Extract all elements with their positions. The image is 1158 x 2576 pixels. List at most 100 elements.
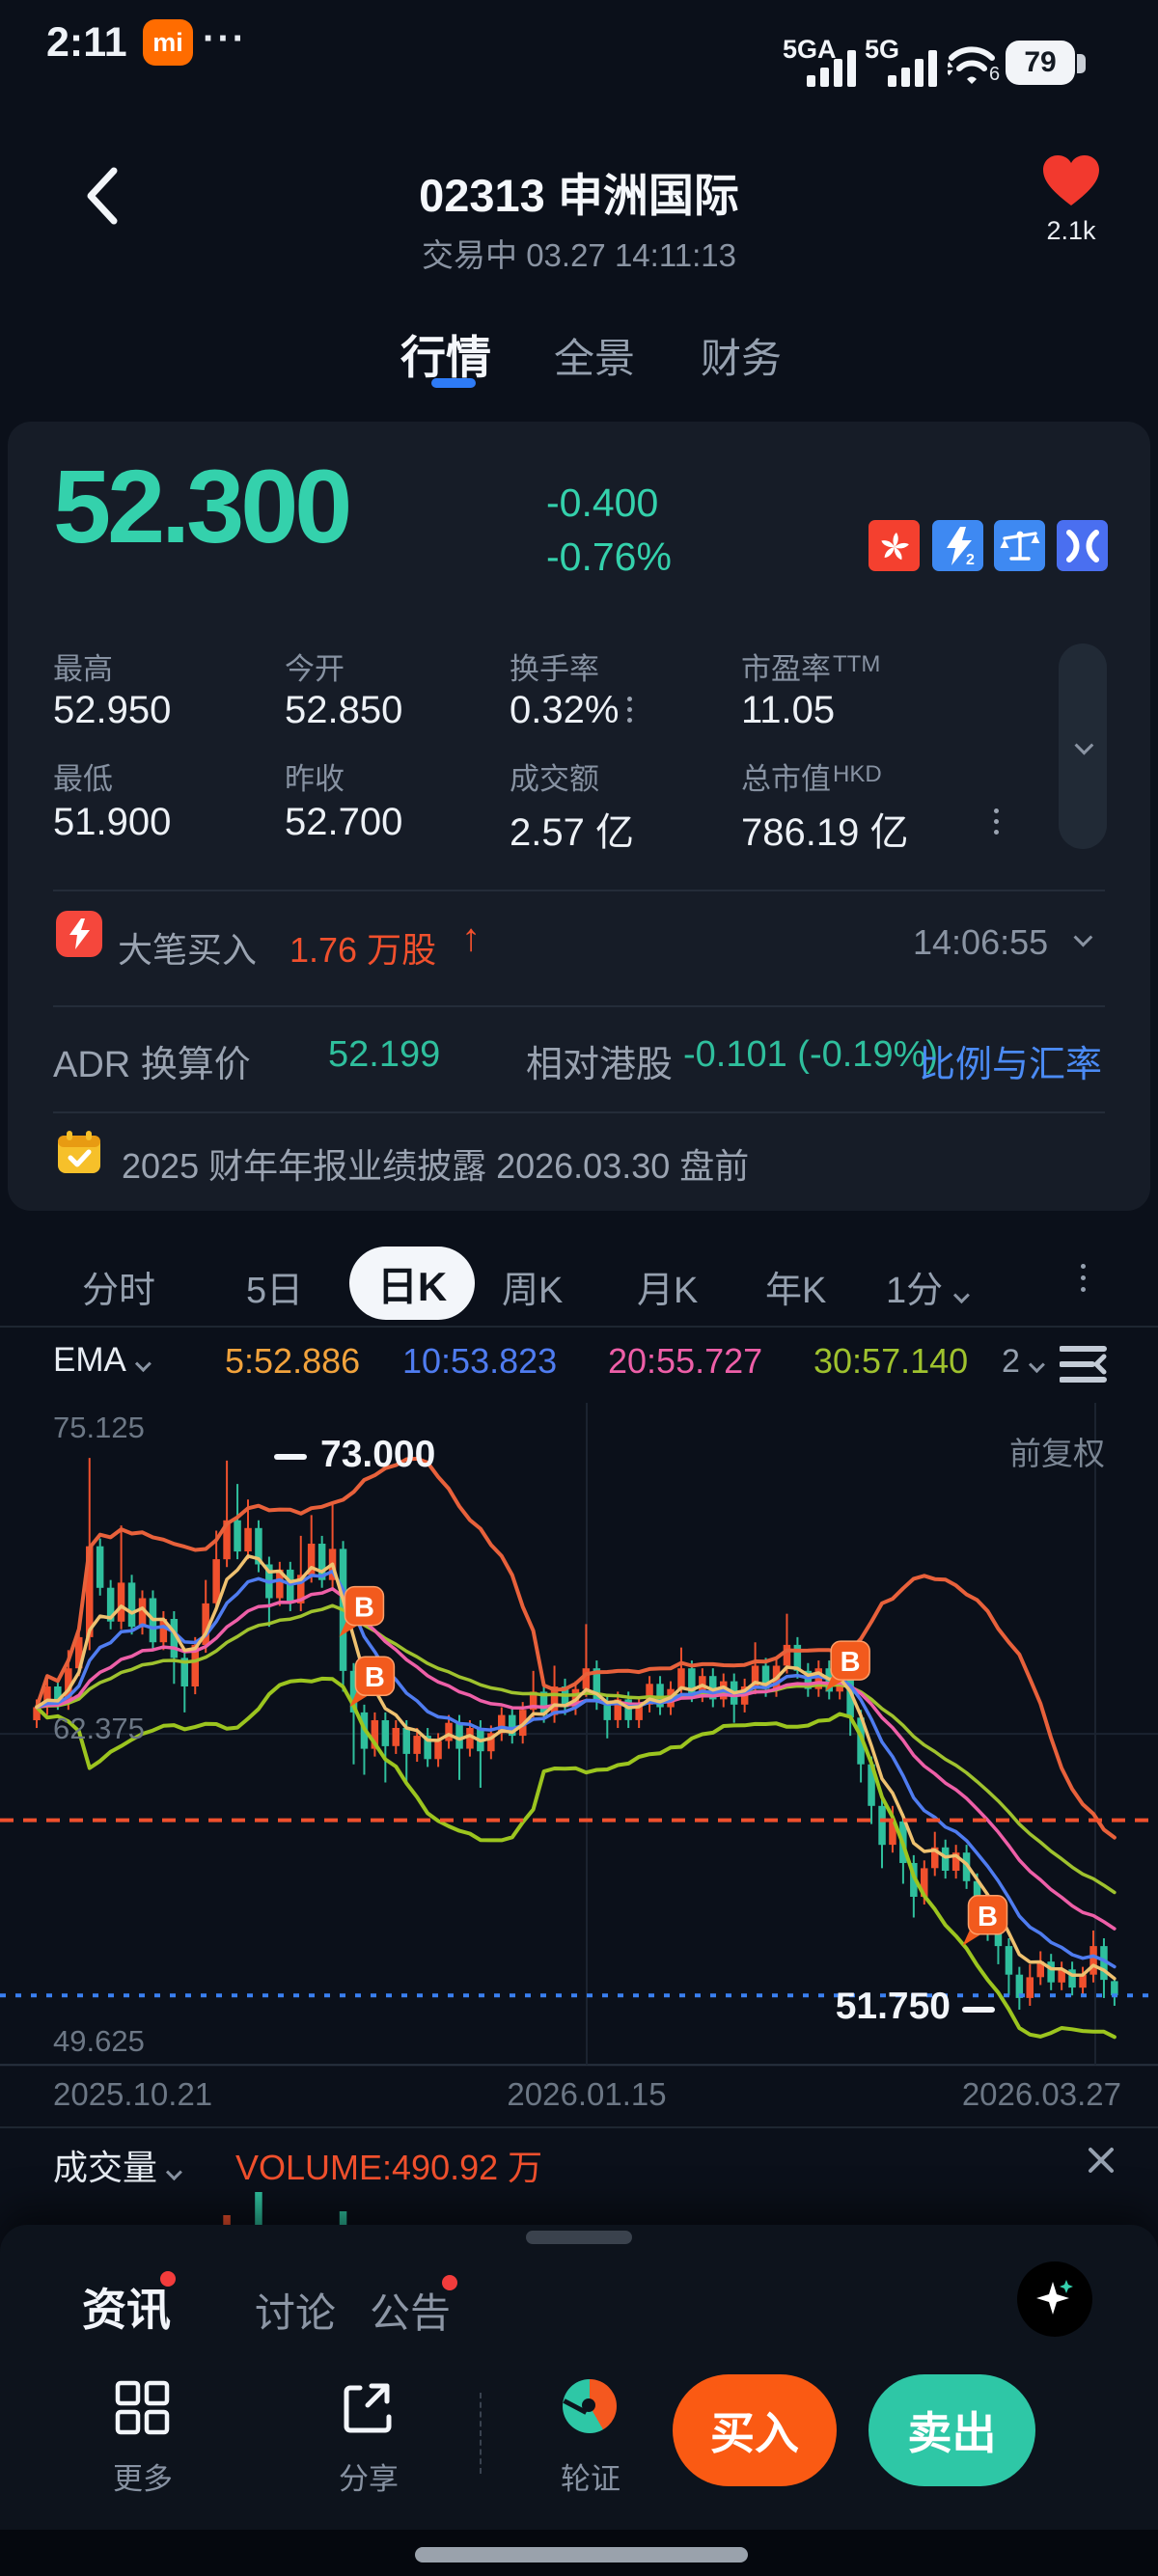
news-red-dot xyxy=(160,2271,176,2287)
scale-badge-icon[interactable] xyxy=(994,520,1045,571)
back-icon[interactable] xyxy=(83,166,124,226)
stat-label: 成交额 xyxy=(510,762,599,796)
price-change: -0.400 xyxy=(546,480,659,525)
stats-expand-button[interactable] xyxy=(1059,644,1107,849)
ktab-weekly[interactable]: 周K xyxy=(502,1271,564,1311)
buy-button[interactable]: 买入 xyxy=(673,2374,837,2486)
ema-selector[interactable]: EMA xyxy=(53,1341,152,1380)
big-order-alert-icon xyxy=(56,911,102,957)
stat-value-turnover: 0.32% xyxy=(510,689,620,731)
x-axis-label-mid: 2026.01.15 xyxy=(507,2076,667,2112)
stat-sup: HKD xyxy=(833,761,882,787)
low-marker-dash xyxy=(962,2007,995,2013)
sheet-tab-notice[interactable]: 公告 xyxy=(370,2290,452,2336)
stat-label: 换手率 xyxy=(510,652,599,686)
more-label[interactable]: 更多 xyxy=(113,2462,173,2496)
network-type-1: 5GA xyxy=(783,35,837,64)
sheet-drag-handle[interactable] xyxy=(526,2231,632,2244)
stat-label: 最低 xyxy=(53,762,113,796)
action-divider xyxy=(480,2393,482,2474)
stat-value-open: 52.850 xyxy=(285,689,403,731)
share-label[interactable]: 分享 xyxy=(339,2462,399,2496)
close-volume-icon[interactable] xyxy=(1087,2146,1116,2175)
stat-value-pe: 11.05 xyxy=(741,689,836,731)
wifi-band-number: 6 xyxy=(989,64,1001,85)
notice-red-dot xyxy=(442,2275,457,2290)
favorite-heart-icon[interactable] xyxy=(1040,152,1102,208)
divider xyxy=(53,1111,1105,1113)
mi-logo-icon: mi xyxy=(143,19,193,66)
adr-rel-value: -0.101 (-0.19%) xyxy=(683,1034,939,1075)
hk-flag-badge-icon xyxy=(868,520,920,571)
sparkle-icon xyxy=(1036,2280,1073,2315)
y-axis-label-bottom: 49.625 xyxy=(53,2024,145,2058)
big-order-amount: 1.76 万股 xyxy=(290,930,437,970)
adjust-mode-label[interactable]: 前复权 xyxy=(1009,1436,1105,1471)
ktab-yearly[interactable]: 年K xyxy=(765,1271,827,1311)
divider xyxy=(0,1326,1158,1328)
divider xyxy=(53,1005,1105,1007)
svg-text:B: B xyxy=(354,1593,374,1624)
ktab-5day[interactable]: 5日 xyxy=(246,1271,304,1311)
chevron-down-icon xyxy=(1074,735,1094,754)
y-axis-label-mid: 62.375 xyxy=(53,1712,145,1745)
ktab-1min-dropdown[interactable]: 1分 xyxy=(886,1260,971,1313)
indicator-settings-icon[interactable] xyxy=(1060,1343,1108,1385)
stat-label: 总市值HKD xyxy=(741,761,882,796)
stat-label: 市盈率TTM xyxy=(741,651,881,686)
big-order-time: 14:06:55 xyxy=(913,922,1049,962)
volume-indicator-selector[interactable]: 成交量 xyxy=(53,2140,182,2190)
candlestick-chart[interactable]: B B B B xyxy=(0,1389,1158,2263)
adr-ratio-link[interactable]: 比例与汇率 xyxy=(919,1045,1103,1085)
battery-icon: 79 xyxy=(1006,41,1075,85)
tab-quote[interactable]: 行情 xyxy=(400,332,491,383)
ema5-value: 5:52.886 xyxy=(225,1341,361,1381)
ai-assistant-button[interactable] xyxy=(1017,2261,1092,2337)
stat-value-high: 52.950 xyxy=(53,689,172,731)
exchange-badge-icon[interactable] xyxy=(1057,520,1108,571)
stat-label: 今开 xyxy=(285,652,345,686)
sheet-tab-news[interactable]: 资讯 xyxy=(82,2285,171,2335)
x-axis-label-left: 2025.10.21 xyxy=(53,2076,213,2112)
warrants-label[interactable]: 轮证 xyxy=(561,2462,620,2496)
sell-button[interactable]: 卖出 xyxy=(868,2374,1035,2486)
ema30-value: 30:57.140 xyxy=(813,1341,969,1381)
last-price: 52.300 xyxy=(53,448,352,564)
page-title: 02313 申洲国际 xyxy=(419,170,739,221)
ktab-monthly[interactable]: 月K xyxy=(637,1271,699,1311)
share-icon[interactable] xyxy=(341,2380,397,2436)
earnings-event-text[interactable]: 2025 财年年报业绩披露 2026.03.30 盘前 xyxy=(122,1146,750,1186)
wifi-icon xyxy=(948,46,995,84)
favorite-count: 2.1k xyxy=(1046,216,1096,245)
level2-badge-icon[interactable]: 2 xyxy=(932,520,983,571)
kline-more-menu-icon[interactable] xyxy=(1081,1264,1086,1292)
price-change-pct: -0.76% xyxy=(546,534,672,579)
stat-value-amount: 2.57 亿 xyxy=(510,811,634,854)
marketcap-more-icon[interactable] xyxy=(994,808,999,835)
adr-label: ADR 换算价 xyxy=(53,1045,251,1085)
stat-value-low: 51.900 xyxy=(53,801,172,843)
adr-rel-label: 相对港股 xyxy=(526,1045,674,1085)
tab-panorama[interactable]: 全景 xyxy=(554,336,636,381)
calendar-icon xyxy=(56,1129,102,1175)
svg-text:B: B xyxy=(365,1662,385,1693)
turnover-more-icon[interactable] xyxy=(627,697,632,723)
home-indicator[interactable] xyxy=(415,2547,748,2562)
big-order-label: 大笔买入 xyxy=(118,930,258,970)
ktab-daily-active[interactable]: 日K xyxy=(349,1247,475,1320)
warrants-pie-icon[interactable] xyxy=(563,2379,617,2433)
x-axis-label-right: 2026.03.27 xyxy=(961,2076,1121,2112)
low-marker-label: 51.750 xyxy=(835,1986,951,2027)
volume-value: VOLUME:490.92 万 xyxy=(235,2148,543,2187)
svg-text:B: B xyxy=(841,1647,861,1678)
more-grid-icon[interactable] xyxy=(115,2380,171,2436)
tab-active-underline xyxy=(431,378,476,388)
sheet-tab-discuss[interactable]: 讨论 xyxy=(255,2290,337,2336)
big-order-arrow-up-icon: ↑ xyxy=(461,917,481,959)
signal-bars-icon-2 xyxy=(888,50,937,87)
ktab-minute[interactable]: 分时 xyxy=(82,1271,156,1311)
pane-count-selector[interactable]: 2 xyxy=(1002,1343,1045,1381)
tab-finance[interactable]: 财务 xyxy=(701,336,783,381)
adr-value: 52.199 xyxy=(328,1034,441,1075)
